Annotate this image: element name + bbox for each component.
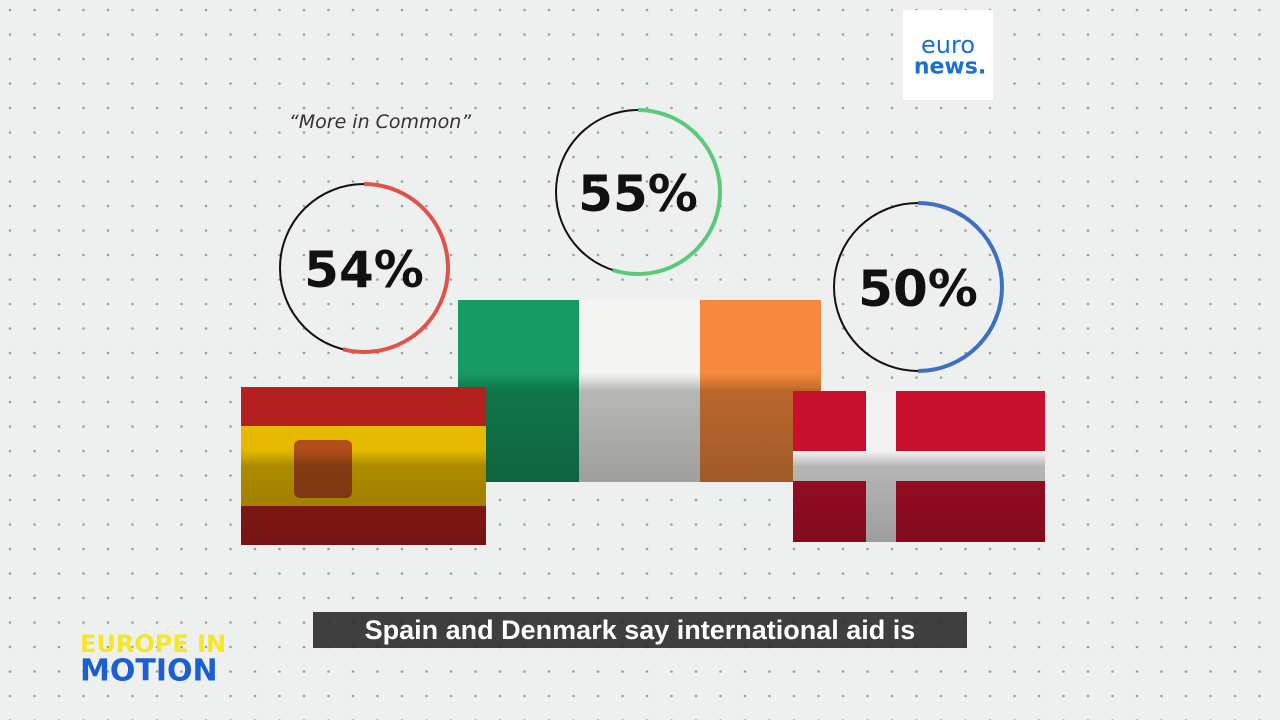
ring-value-label: 54% xyxy=(304,241,424,299)
show-title-line1: EUROPE IN xyxy=(80,630,226,658)
ring-value-label: 55% xyxy=(578,165,698,223)
flag-ireland xyxy=(458,300,821,482)
ring-arc xyxy=(917,201,1004,373)
flag-spain xyxy=(241,387,486,545)
caption-box xyxy=(313,612,967,648)
logo-box xyxy=(903,10,993,100)
ring-arc xyxy=(342,182,450,354)
logo-line1: euro xyxy=(921,31,975,59)
show-title-line2: MOTION xyxy=(80,654,218,689)
ring-arc xyxy=(612,108,722,276)
logo-line2: news. xyxy=(914,55,986,80)
caption: Spain and Denmark say international aid … xyxy=(365,615,916,645)
subtitle: “More in Common” xyxy=(289,111,471,133)
ring-value-label: 50% xyxy=(858,260,978,318)
flag-denmark xyxy=(793,391,1045,542)
